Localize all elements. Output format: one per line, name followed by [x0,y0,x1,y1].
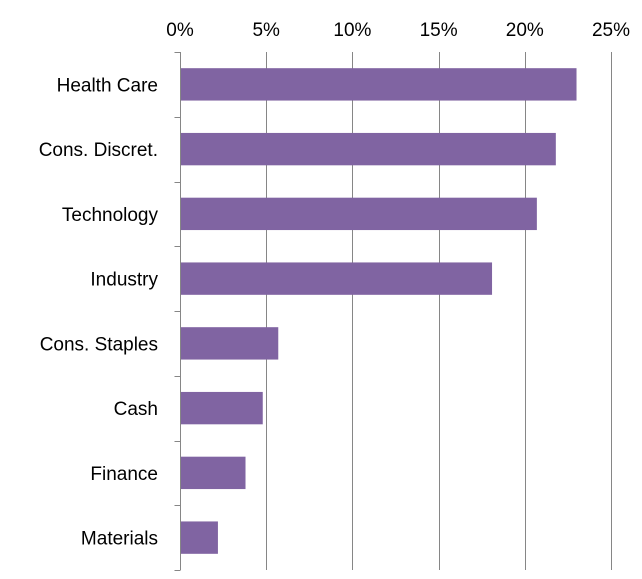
bar [181,521,218,554]
category-labels: Health Care Cons. Discret. Technology Indus… [39,75,159,549]
bar [181,68,577,101]
category-axis [174,52,181,571]
value-axis-tick-labels: 0% 5% 10% 15% 20% 25% [166,20,630,41]
x-tick-label: 25% [592,20,630,41]
bar [181,197,537,231]
x-tick-label: 15% [420,20,458,41]
category-label: Cons. Staples [40,334,158,355]
bar [181,262,493,295]
category-label: Cash [114,399,158,420]
x-tick-label: 20% [506,20,544,41]
bars [181,68,577,554]
category-label: Health Care [57,75,158,96]
bar [181,327,279,360]
category-label: Technology [62,205,159,226]
category-label: Materials [81,529,158,550]
x-tick-label: 0% [166,20,194,41]
gridlines [266,52,612,570]
x-tick-label: 5% [252,20,280,41]
x-tick-label: 10% [333,20,371,41]
bar [181,132,556,166]
bar [181,391,263,425]
bar [181,456,246,490]
category-label: Finance [90,464,158,485]
category-label: Cons. Discret. [39,140,158,161]
category-label: Industry [90,270,158,291]
